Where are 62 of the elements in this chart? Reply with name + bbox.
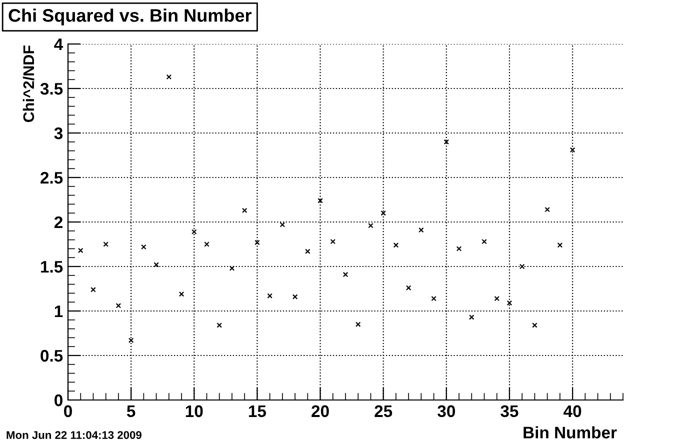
x-tick-label: 10 — [186, 405, 203, 418]
x-axis-title: Bin Number — [524, 426, 617, 438]
point — [103, 242, 108, 247]
point — [393, 242, 399, 248]
point — [292, 294, 298, 300]
point — [482, 238, 487, 244]
point — [229, 266, 235, 271]
y-tick-label: 1 — [54, 306, 63, 318]
point — [355, 322, 361, 327]
point — [368, 222, 374, 228]
y-tick-label: 3.5 — [40, 82, 63, 95]
x-tick-label: 35 — [500, 405, 518, 418]
text: Mon Jun 22 11:04:13 2009 — [6, 431, 142, 439]
y-tick-label: 0.5 — [40, 350, 63, 362]
point — [431, 296, 436, 302]
point — [192, 229, 197, 234]
point — [78, 248, 84, 254]
x-tick-label: 15 — [248, 405, 266, 418]
point — [469, 314, 474, 320]
point — [342, 272, 348, 278]
x-tick-label: 5 — [126, 405, 136, 418]
chart-title: Chi Squared vs. Bin Number — [8, 8, 252, 26]
point — [178, 291, 184, 297]
x-tick-label: 20 — [312, 405, 329, 418]
point — [456, 246, 462, 252]
x-tick-label: 30 — [438, 405, 455, 418]
y-tick-label: 4 — [54, 38, 64, 50]
point — [570, 147, 576, 153]
point — [254, 240, 260, 246]
point — [216, 322, 222, 328]
point — [128, 338, 134, 344]
y-tick-label: 2 — [54, 216, 62, 228]
y-axis-title: Chi^2/NDF — [22, 46, 34, 122]
point — [90, 287, 96, 292]
point — [305, 248, 310, 254]
point — [267, 293, 272, 299]
y-tick-label: 0 — [54, 394, 62, 406]
point — [154, 262, 159, 268]
point — [544, 206, 550, 212]
point — [141, 244, 146, 250]
point — [380, 210, 386, 216]
point — [242, 208, 248, 214]
point — [406, 285, 412, 290]
point — [506, 300, 512, 306]
y-tick-label: 3 — [54, 127, 63, 140]
x-tick-label: 0 — [64, 405, 72, 418]
point — [494, 296, 500, 302]
point — [557, 242, 563, 248]
point — [204, 242, 210, 247]
point — [418, 227, 424, 233]
point — [519, 264, 525, 270]
x-tick-label: 40 — [564, 405, 582, 418]
point — [116, 303, 122, 308]
point — [166, 74, 172, 80]
y-tick-label: 1.5 — [41, 261, 63, 273]
y-tick-label: 2.5 — [40, 172, 63, 184]
point — [532, 322, 538, 328]
point — [330, 238, 336, 244]
point — [318, 198, 323, 204]
point — [280, 222, 286, 228]
point — [444, 139, 450, 145]
x-tick-label: 25 — [374, 405, 392, 418]
